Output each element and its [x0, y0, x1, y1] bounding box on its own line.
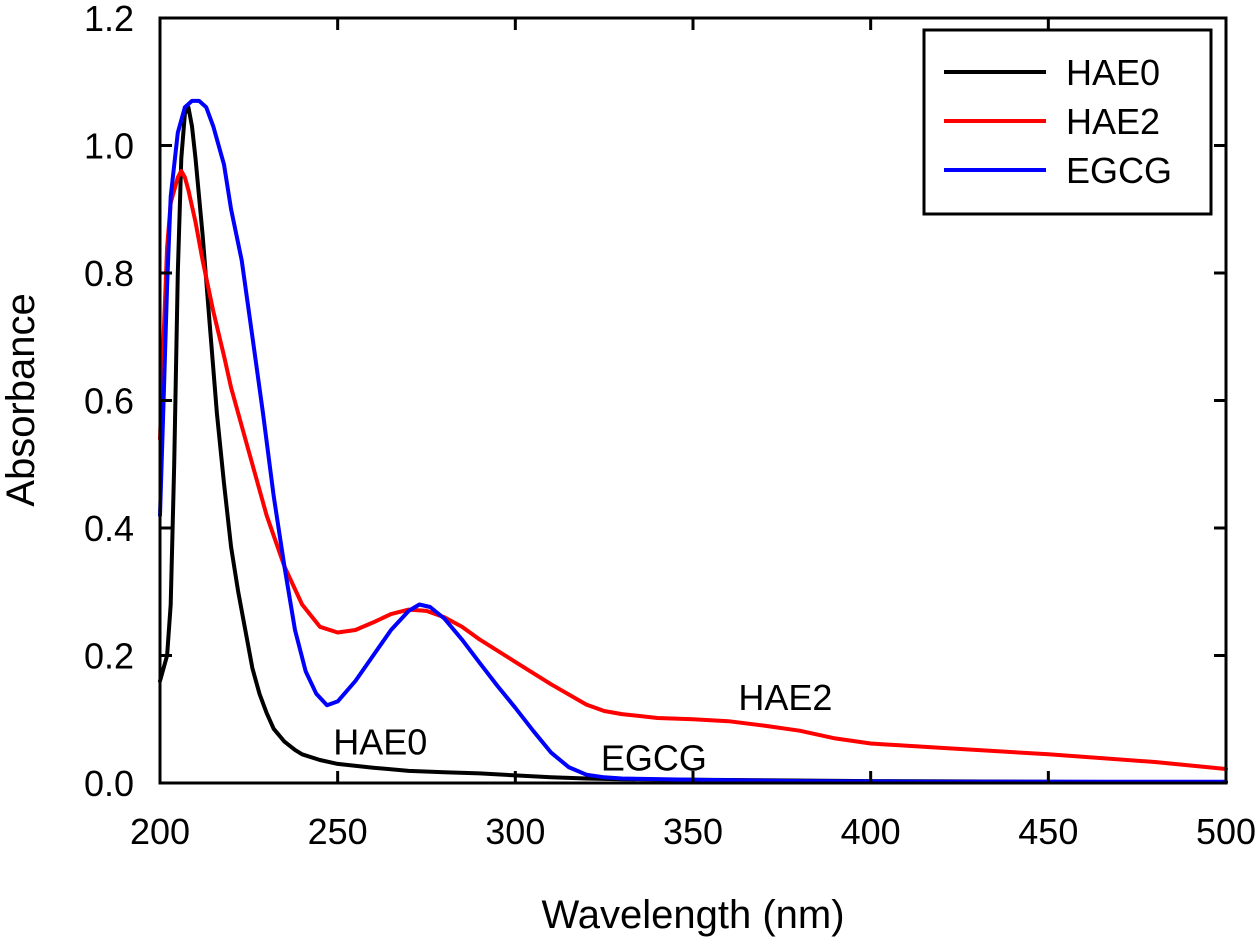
plot-lines — [158, 98, 1228, 785]
x-tick-label: 300 — [485, 811, 545, 852]
x-tick-label: 500 — [1196, 811, 1256, 852]
x-tick-label: 200 — [130, 811, 190, 852]
annotation-hae2: HAE2 — [738, 677, 832, 718]
x-axis: 200 250 300 350 400 450 500 — [130, 18, 1256, 852]
series-line-hae2 — [158, 169, 1228, 771]
x-axis-title: Wavelength (nm) — [541, 893, 844, 937]
legend-label-egcg: EGCG — [1066, 150, 1172, 191]
y-tick-label: 0.4 — [84, 508, 134, 549]
y-axis-title: Absorbance — [0, 293, 43, 506]
y-tick-label: 0.6 — [84, 381, 134, 422]
x-tick-label: 450 — [1018, 811, 1078, 852]
y-tick-label: 1.2 — [84, 0, 134, 39]
legend-label-hae2: HAE2 — [1066, 101, 1160, 142]
legend-label-hae0: HAE0 — [1066, 52, 1160, 93]
annotation-hae0: HAE0 — [333, 722, 427, 763]
series-line-egcg — [158, 98, 1228, 784]
y-axis: 0.0 0.2 0.4 0.6 0.8 1.0 1.2 — [84, 0, 1226, 804]
x-tick-label: 250 — [308, 811, 368, 852]
y-tick-label: 0.0 — [84, 763, 134, 804]
y-tick-label: 1.0 — [84, 126, 134, 167]
x-tick-label: 400 — [841, 811, 901, 852]
x-tick-label: 350 — [663, 811, 723, 852]
annotations: HAE0 EGCG HAE2 — [333, 677, 832, 779]
y-tick-label: 0.8 — [84, 253, 134, 294]
legend: HAE0 HAE2 EGCG — [922, 28, 1213, 216]
y-tick-label: 0.2 — [84, 636, 134, 677]
annotation-egcg: EGCG — [601, 738, 707, 779]
